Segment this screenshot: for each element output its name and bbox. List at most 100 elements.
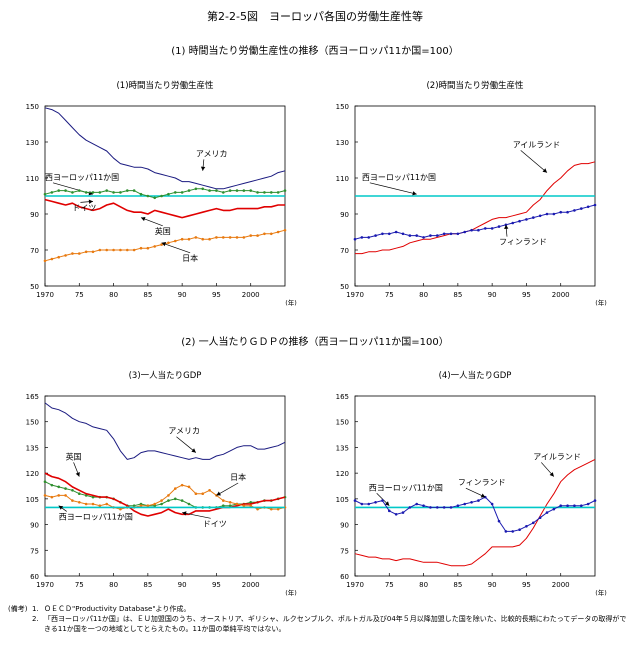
data-point xyxy=(381,499,384,502)
annotation-arrowhead xyxy=(75,472,80,477)
data-point xyxy=(173,487,177,490)
data-point xyxy=(132,248,136,252)
data-point xyxy=(50,191,54,194)
data-point xyxy=(263,232,266,236)
data-point xyxy=(504,530,508,533)
data-point xyxy=(490,502,494,506)
x-tick-label: 80 xyxy=(419,291,428,299)
data-point xyxy=(374,234,377,237)
x-unit-label: (年) xyxy=(285,588,297,597)
data-point xyxy=(429,234,432,237)
data-point xyxy=(221,236,225,239)
x-tick-label: 85 xyxy=(453,581,462,589)
annotation-arrowhead xyxy=(182,511,187,516)
data-point xyxy=(387,509,391,513)
data-point xyxy=(269,191,273,194)
data-point xyxy=(160,499,163,502)
chart-panel-3: (3)一人当たりGDP 60 75 90 105 120 135 150 165 1970 75 80… xyxy=(26,370,297,597)
data-point xyxy=(573,209,576,212)
data-point xyxy=(525,524,528,528)
data-point xyxy=(429,506,432,509)
data-point xyxy=(566,210,569,214)
data-point xyxy=(160,194,163,198)
data-point xyxy=(201,237,205,241)
data-point xyxy=(511,221,515,225)
note-row-2: 2. 「西ヨーロッパ11か国」は、ＥＵ加盟国のうち、オーストリア、ギリシャ、ルク… xyxy=(8,614,628,634)
data-point xyxy=(77,189,81,192)
data-point xyxy=(167,494,170,497)
data-point xyxy=(367,502,371,506)
y-tick-label: 150 xyxy=(26,419,39,427)
annotation-arrowhead xyxy=(542,168,547,173)
data-point xyxy=(215,236,218,239)
data-point xyxy=(153,196,157,200)
data-point xyxy=(249,189,253,192)
y-tick-label: 75 xyxy=(30,547,39,555)
data-point xyxy=(84,250,88,254)
note-number: 2. xyxy=(32,615,39,623)
data-point xyxy=(228,504,232,508)
data-point xyxy=(221,504,225,508)
data-point xyxy=(559,504,563,508)
data-point xyxy=(98,191,102,194)
data-point xyxy=(71,488,74,492)
data-point xyxy=(276,507,280,511)
data-point xyxy=(119,507,122,511)
y-tick-label: 50 xyxy=(30,283,39,291)
x-tick-label: 90 xyxy=(488,581,497,589)
data-point xyxy=(167,241,170,245)
x-tick-label: 2000 xyxy=(552,581,570,589)
data-point xyxy=(242,236,246,239)
data-point xyxy=(401,232,405,236)
data-point xyxy=(276,230,280,234)
data-point xyxy=(139,192,143,196)
x-tick-label: 80 xyxy=(109,581,118,589)
data-point xyxy=(201,187,205,191)
data-point xyxy=(593,203,597,207)
data-point xyxy=(283,228,287,232)
data-point xyxy=(449,506,453,509)
y-tick-label: 135 xyxy=(336,444,349,452)
data-point xyxy=(586,502,590,506)
data-point xyxy=(235,189,239,192)
series-label: フィンランド xyxy=(458,478,506,487)
data-point xyxy=(125,248,129,252)
figure-title: 第2-2-5図 ヨーロッパ各国の労働生産性等 xyxy=(207,10,423,23)
data-point xyxy=(525,218,528,221)
data-point xyxy=(71,252,74,255)
data-point xyxy=(180,191,184,194)
series-label: 西ヨーロッパ11か国 xyxy=(369,483,443,492)
data-point xyxy=(394,512,398,516)
series-label: アイルランド xyxy=(513,140,561,149)
data-point xyxy=(545,212,549,216)
data-point xyxy=(187,189,191,192)
y-tick-label: 165 xyxy=(26,393,39,401)
data-point xyxy=(573,504,576,508)
series-line xyxy=(44,107,286,190)
data-point xyxy=(139,246,143,250)
data-point xyxy=(497,225,501,228)
series-label: アメリカ xyxy=(168,427,200,436)
data-point xyxy=(470,228,473,232)
data-point xyxy=(408,506,412,509)
series-label: 日本 xyxy=(230,472,246,482)
x-tick-label: 80 xyxy=(419,581,428,589)
data-point xyxy=(483,227,487,230)
annotation-arrowhead xyxy=(191,448,196,453)
x-unit-label: (年) xyxy=(285,298,297,307)
x-tick-label: 85 xyxy=(143,291,152,299)
x-tick-label: 1970 xyxy=(346,581,364,589)
annotation-arrowhead xyxy=(141,217,146,222)
data-point xyxy=(50,257,54,261)
series-label: 西ヨーロッパ11か国 xyxy=(362,173,436,182)
y-tick-label: 130 xyxy=(336,139,349,147)
data-point xyxy=(283,189,287,192)
data-point xyxy=(415,234,419,237)
data-point xyxy=(228,500,232,504)
data-point xyxy=(353,499,357,502)
data-point xyxy=(84,502,88,506)
annotation-arrowhead xyxy=(384,501,390,506)
y-tick-label: 70 xyxy=(340,247,349,255)
annotation-arrowhead xyxy=(216,491,221,496)
x-tick-label: 95 xyxy=(212,581,221,589)
